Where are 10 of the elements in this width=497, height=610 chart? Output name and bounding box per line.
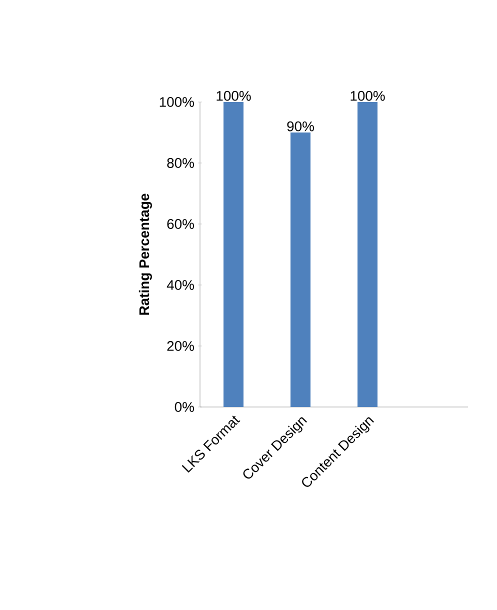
data-label: 100% (350, 90, 385, 101)
y-tick-label: 60% (167, 219, 194, 229)
y-tick-label: 40% (166, 280, 194, 290)
y-tick-label: 0% (174, 402, 194, 412)
y-tick-label: 80% (167, 158, 194, 168)
y-tick-label: 100% (160, 97, 194, 107)
data-label: 90% (287, 121, 314, 132)
y-tick-label: 20% (167, 341, 194, 351)
data-label: 100% (216, 90, 251, 101)
y-axis-title: Rating Percentage (138, 194, 152, 315)
